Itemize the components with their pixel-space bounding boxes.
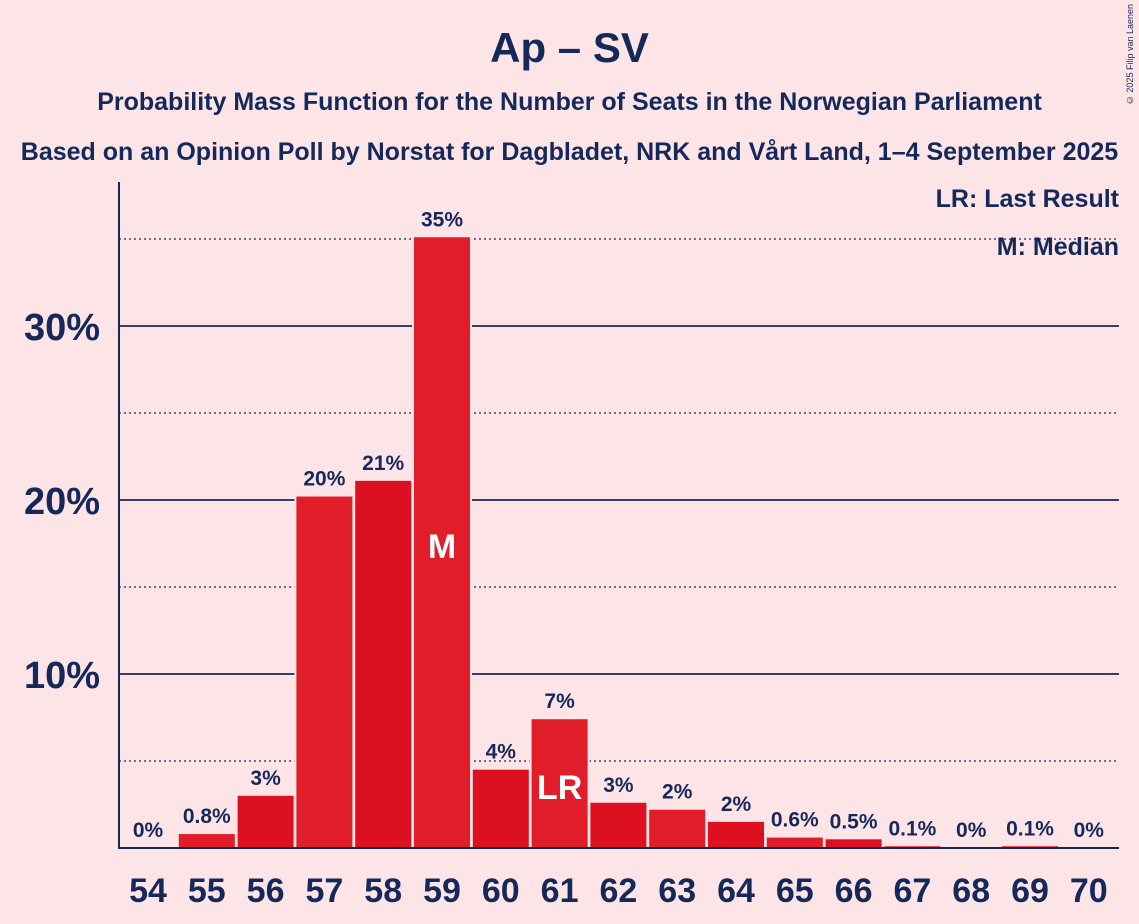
x-tick-label: 70 — [1070, 872, 1108, 910]
bar-value-label: 21% — [362, 452, 404, 475]
x-tick-label: 69 — [1011, 872, 1049, 910]
bar-value-label: 2% — [721, 793, 752, 816]
x-tick-label: 60 — [482, 872, 520, 910]
y-tick-label: 30% — [24, 307, 100, 349]
x-tick-label: 64 — [717, 872, 755, 910]
bar-57 — [296, 496, 353, 848]
bar-value-label: 35% — [421, 208, 463, 231]
legend-last-result: LR: Last Result — [935, 185, 1119, 213]
bar-value-label: 0% — [956, 819, 987, 842]
bar-62 — [590, 802, 647, 848]
y-tick-label: 20% — [24, 481, 100, 523]
bar-value-label: 0.8% — [183, 805, 231, 828]
bar-value-label: 0.1% — [888, 817, 936, 840]
x-tick-label: 56 — [247, 872, 285, 910]
bar-value-label: 0% — [1074, 819, 1105, 842]
x-tick-label: 57 — [305, 872, 343, 910]
x-tick-label: 62 — [599, 872, 637, 910]
x-tick-label: 66 — [835, 872, 873, 910]
x-tick-label: 67 — [893, 872, 931, 910]
bar-value-label: 0% — [133, 819, 164, 842]
x-tick-label: 61 — [541, 872, 579, 910]
legend-median: M: Median — [996, 233, 1119, 261]
bar-value-label: 2% — [662, 781, 693, 804]
x-tick-label: 59 — [423, 872, 461, 910]
chart-title: Ap – SV — [490, 24, 649, 71]
bar-61 — [531, 719, 588, 848]
bar-56 — [237, 795, 294, 848]
bar-value-label: 3% — [250, 767, 281, 790]
bar-63 — [649, 809, 706, 848]
bar-66 — [825, 839, 882, 848]
bar-value-label: 0.6% — [771, 809, 819, 832]
bar-value-label: 4% — [486, 741, 517, 764]
chart-subtitle: Probability Mass Function for the Number… — [97, 88, 1042, 116]
y-tick-label: 10% — [24, 655, 100, 697]
x-tick-label: 58 — [364, 872, 402, 910]
bar-value-label: 0.1% — [1006, 817, 1054, 840]
x-tick-label: 68 — [952, 872, 990, 910]
last-result-marker: LR — [537, 769, 582, 807]
bar-value-label: 7% — [544, 690, 575, 713]
bar-64 — [708, 821, 764, 848]
x-tick-label: 65 — [776, 872, 814, 910]
x-tick-label: 63 — [658, 872, 696, 910]
bar-value-label: 20% — [303, 468, 345, 491]
x-tick-label: 55 — [188, 872, 226, 910]
chart-source: Based on an Opinion Poll by Norstat for … — [20, 138, 1119, 166]
bar-60 — [472, 769, 529, 848]
bar-65 — [766, 837, 823, 848]
bar-value-label: 3% — [603, 774, 634, 797]
bar-55 — [178, 834, 235, 848]
bar-58 — [355, 480, 412, 848]
bar-value-label: 0.5% — [830, 810, 878, 833]
median-marker: M — [428, 528, 456, 566]
bar-59 — [414, 237, 470, 848]
x-tick-label: 54 — [129, 872, 167, 910]
